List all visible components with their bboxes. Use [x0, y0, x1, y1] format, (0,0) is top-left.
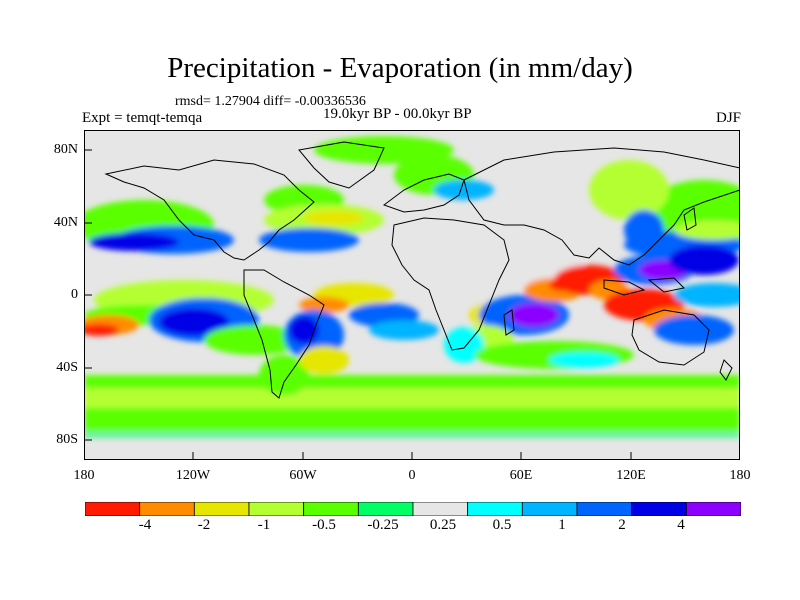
lon-label-180w: 180 [73, 468, 95, 483]
colorbar-swatch [85, 502, 141, 516]
page-title: Precipitation - Evaporation (in mm/day) [167, 52, 633, 84]
colorbar-swatch [303, 502, 359, 516]
lat-label-80s: 80S [56, 432, 78, 447]
colorbar-label: 2 [618, 517, 626, 533]
coastlines [104, 141, 740, 399]
colorbar-swatch [357, 502, 414, 516]
lon-label-0: 0 [408, 468, 416, 483]
colorbar-swatch [467, 502, 523, 516]
colorbar-swatch [521, 502, 578, 516]
lon-label-60e: 60E [509, 468, 533, 483]
axis-ticks [84, 149, 632, 460]
season-label: DJF [715, 110, 741, 126]
lon-label-60w: 60W [289, 468, 317, 483]
colorbar-label: 0.25 [429, 517, 457, 533]
map-plot [84, 130, 740, 460]
colorbar [85, 502, 741, 516]
colorbar-label: -0.25 [367, 517, 399, 533]
colorbar-swatch [412, 502, 469, 516]
field-shading [84, 136, 740, 438]
stats-text: rmsd= 1.27904 diff= -0.00336536 [175, 94, 366, 109]
lat-label-40s: 40S [56, 360, 78, 375]
colorbar-label: -1 [257, 517, 271, 533]
colorbar-swatch [685, 502, 741, 516]
colorbar-label: -0.5 [312, 517, 336, 533]
lat-label-40n: 40N [53, 215, 78, 230]
lat-label-0: 0 [71, 287, 78, 302]
colorbar-swatch [139, 502, 195, 516]
lat-label-80n: 80N [53, 142, 78, 157]
experiment-label: Expt = temqt-temqa [82, 110, 203, 126]
colorbar-swatch [631, 502, 687, 516]
period-label: 19.0kyr BP - 00.0kyr BP [323, 106, 472, 122]
colorbar-label: 4 [677, 517, 685, 533]
colorbar-swatch [248, 502, 305, 516]
colorbar-swatch [193, 502, 250, 516]
lon-label-180e: 180 [729, 468, 751, 483]
lon-label-120w: 120W [175, 468, 211, 483]
colorbar-label: -2 [197, 517, 211, 533]
lon-label-120e: 120E [616, 468, 646, 483]
colorbar-label: 1 [558, 517, 566, 533]
colorbar-label: -4 [138, 517, 152, 533]
colorbar-label: 0.5 [492, 517, 512, 533]
colorbar-swatch [576, 502, 633, 516]
